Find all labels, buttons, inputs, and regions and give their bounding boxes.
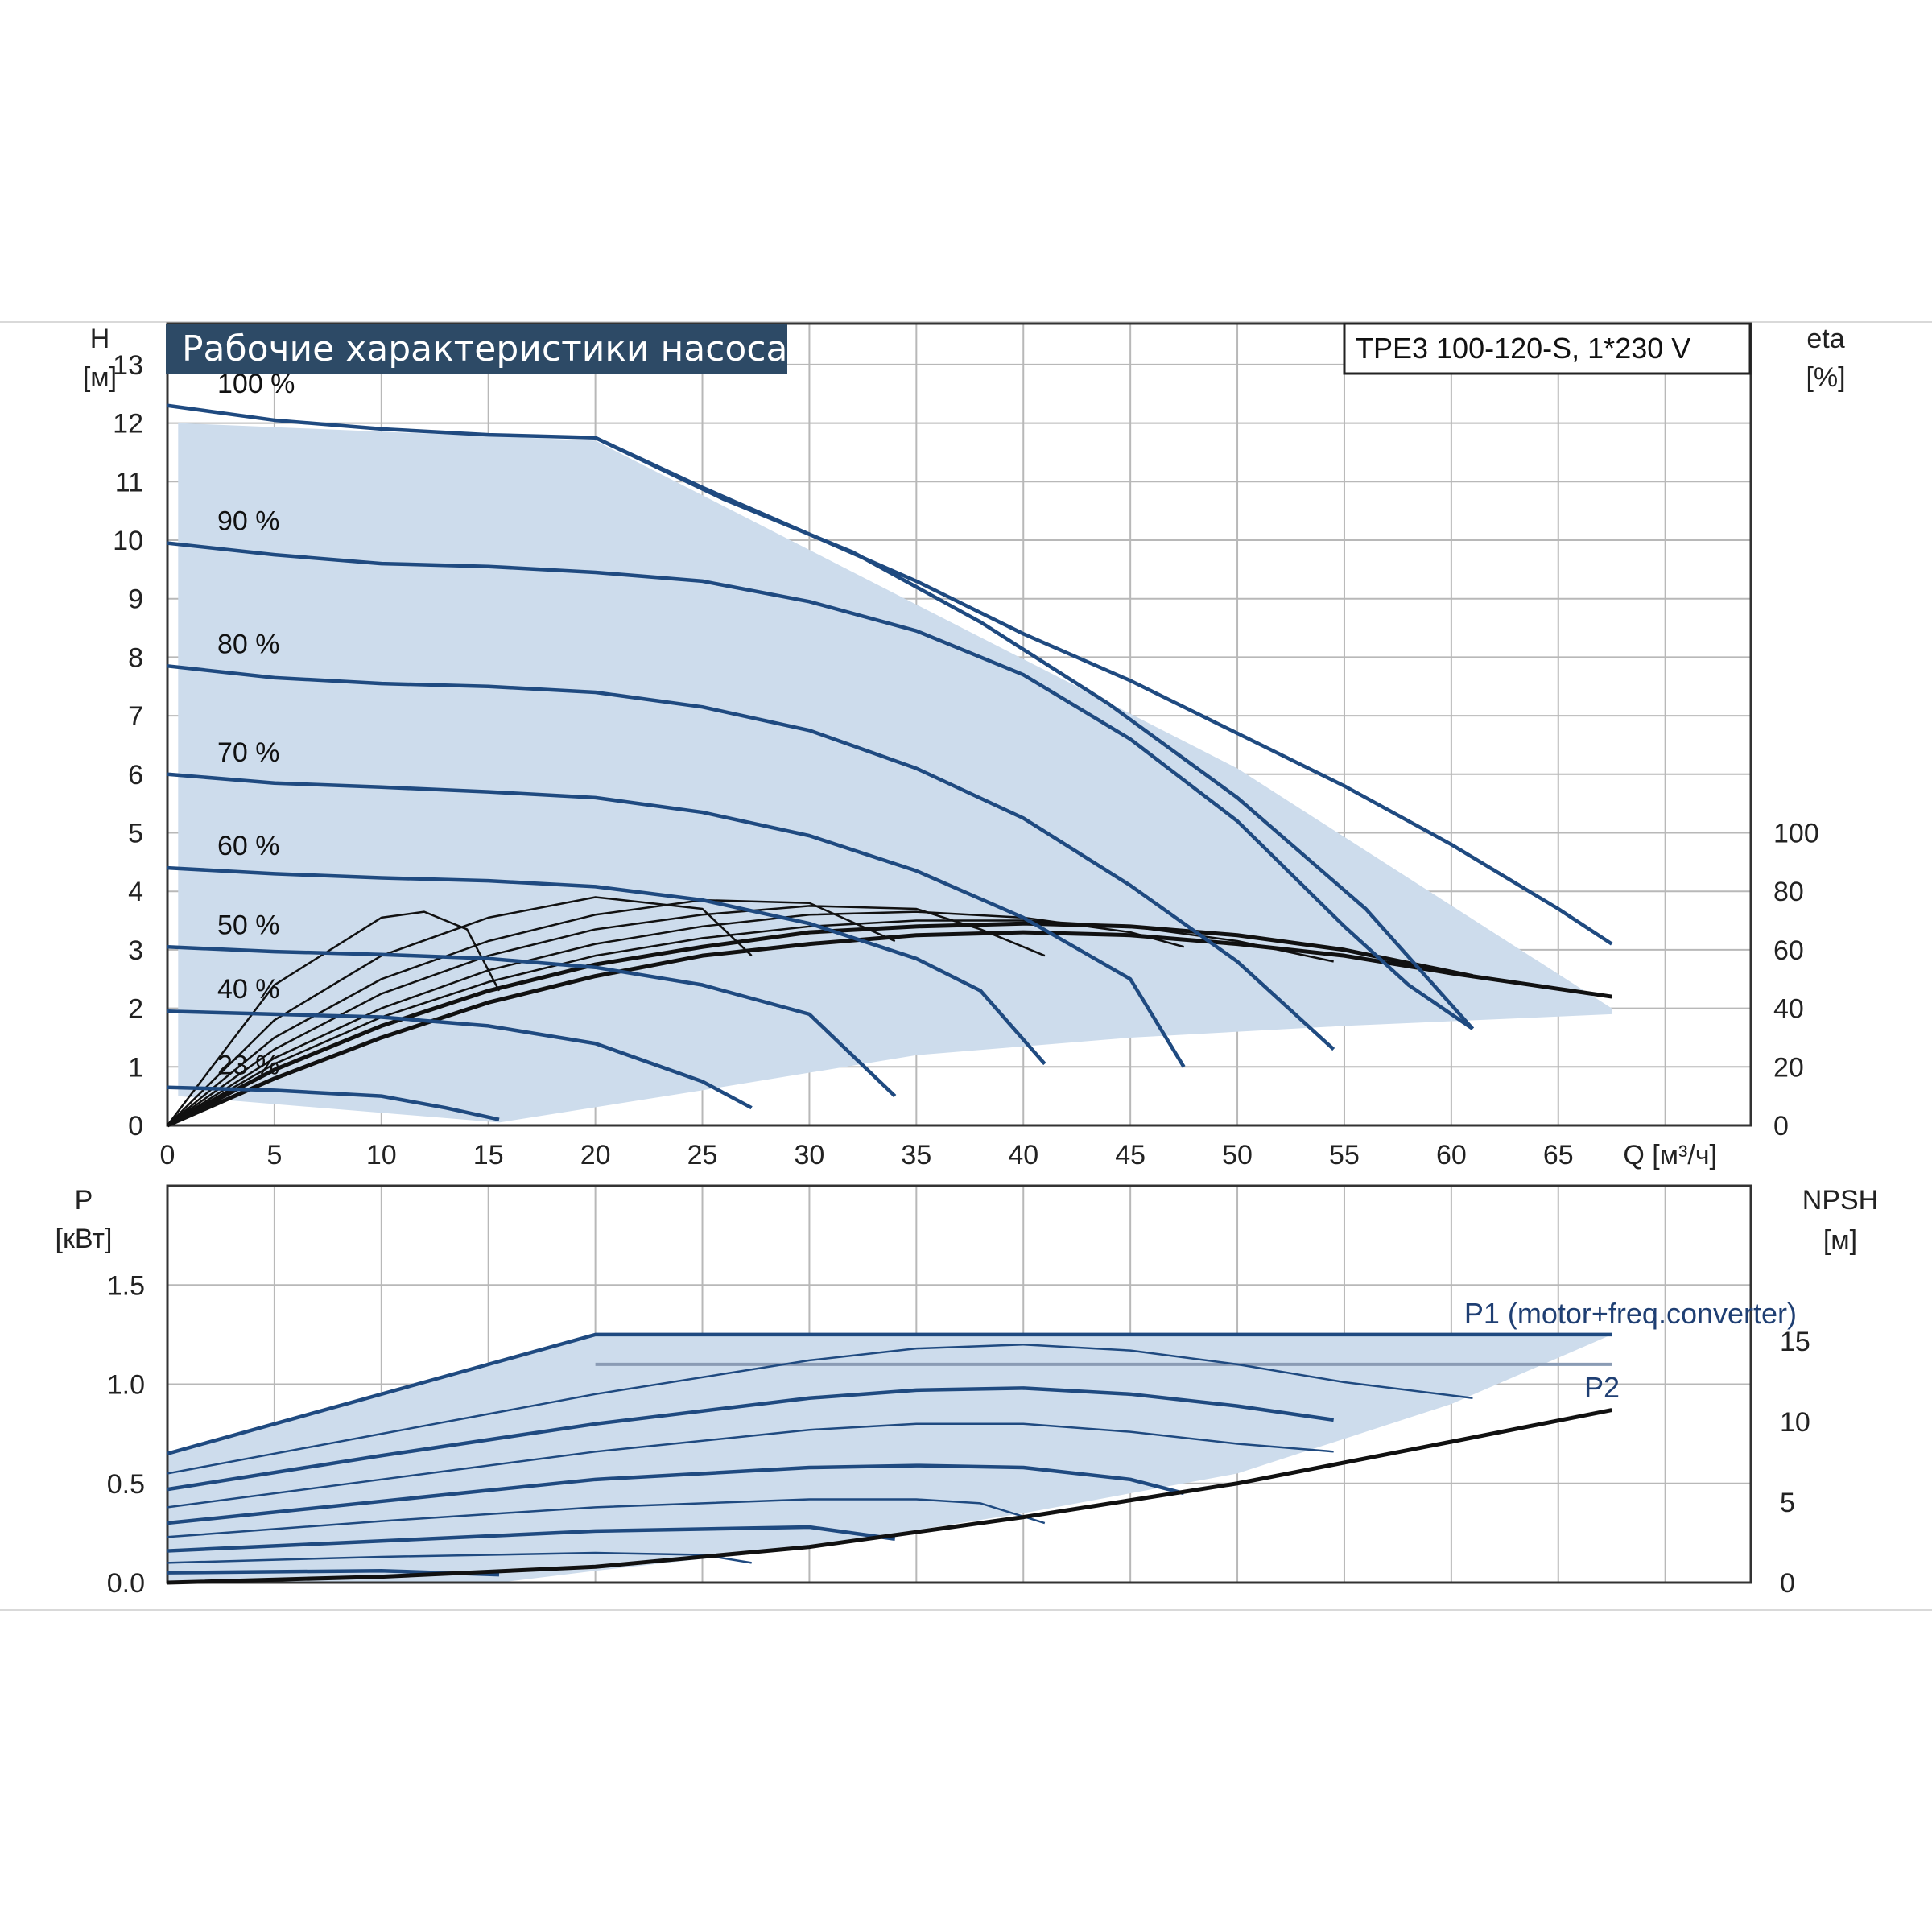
power-y-tick: 0.5 (107, 1469, 145, 1500)
head-y-tick: 13 (113, 350, 143, 381)
speed-label: 80 % (217, 629, 280, 659)
title-box (166, 324, 787, 374)
y-axis-unit: [м] (83, 362, 117, 393)
y2-axis-unit: [%] (1806, 362, 1845, 393)
head-y-tick: 7 (128, 701, 143, 732)
efficiency-curve (166, 921, 1473, 1128)
speed-curve (167, 865, 1046, 1066)
power-panel: P1 (motor+freq.converter) P2 0.0 0.5 1.0 1.5 0… (56, 1184, 1878, 1599)
efficiency-curve (167, 896, 753, 1126)
head-y-tick: 12 (113, 409, 143, 440)
y2-axis-label: eta (1806, 324, 1844, 354)
speed-curve (167, 664, 1335, 1051)
speed-label: 50 % (217, 910, 280, 940)
eta-tick: 40 (1773, 994, 1804, 1025)
speed-curve (594, 436, 1475, 1030)
npsh-tick: 0 (1780, 1568, 1795, 1599)
speed-curve (167, 1085, 500, 1121)
eta-tick: 20 (1773, 1052, 1804, 1083)
speed-curve (167, 541, 1474, 1030)
eta-tick: 80 (1773, 877, 1804, 907)
npsh-tick: 10 (1780, 1407, 1810, 1438)
speed-label: 23 % (217, 1051, 280, 1081)
speed-label: 60 % (217, 831, 280, 861)
head-y-tick: 3 (128, 935, 143, 966)
head-x-tick: 20 (580, 1140, 611, 1170)
power-frame (166, 1184, 1752, 1584)
speed-label: 90 % (217, 506, 280, 537)
p-axis-label: P (75, 1185, 93, 1216)
head-x-tick: 65 (1543, 1140, 1574, 1170)
head-x-tick: 15 (473, 1140, 504, 1170)
power-curve (167, 1343, 1473, 1475)
head-x-tick: 30 (795, 1140, 825, 1170)
head-x-tick: 35 (901, 1140, 931, 1170)
eta-tick: 60 (1773, 935, 1804, 966)
head-x-tick: 60 (1436, 1140, 1467, 1170)
p-axis-unit: [кВт] (56, 1224, 113, 1254)
efficiency-curve (167, 905, 1046, 1127)
p1-label: P1 (motor+freq.converter) (1464, 1297, 1797, 1330)
power-y-tick: 1.5 (107, 1270, 145, 1301)
power-curve (167, 1422, 1334, 1509)
head-y-tick: 1 (128, 1052, 143, 1083)
head-x-tick: 0 (160, 1140, 175, 1170)
npsh-curve (167, 1408, 1612, 1585)
power-y-tick: 1.0 (107, 1370, 145, 1401)
p2-label: P2 (1584, 1371, 1620, 1404)
head-y-tick: 0 (128, 1111, 143, 1141)
head-y-tick: 4 (128, 877, 143, 907)
speed-label: 70 % (217, 737, 280, 768)
speed-label: 100 % (217, 369, 295, 399)
npsh-tick: 15 (1780, 1327, 1810, 1357)
head-x-tick: 5 (266, 1140, 282, 1170)
head-x-tick: 40 (1008, 1140, 1038, 1170)
chart-title: Рабочие характеристики насоса (182, 328, 787, 369)
x-axis-label: Q [м³/ч] (1623, 1140, 1717, 1170)
efficiency-curve (167, 898, 896, 1126)
head-x-tick: 25 (687, 1140, 718, 1170)
head-y-tick: 8 (128, 642, 143, 673)
power-operating-area (167, 1334, 1612, 1583)
model-label: TPE3 100-120-S, 1*230 V (1356, 332, 1690, 365)
eta-tick: 100 (1773, 818, 1819, 848)
head-y-tick: 6 (128, 760, 143, 791)
npsh-tick: 5 (1780, 1488, 1795, 1518)
eta-tick: 0 (1773, 1111, 1789, 1141)
efficiency-curve (167, 910, 501, 1126)
head-y-tick: 11 (115, 467, 143, 497)
power-y-tick: 0.0 (107, 1568, 145, 1599)
power-curve (167, 1551, 752, 1564)
power-curve (167, 1386, 1334, 1492)
head-x-tick: 50 (1222, 1140, 1253, 1170)
npsh-axis-label: NPSH (1802, 1185, 1878, 1216)
head-y-tick: 5 (128, 818, 143, 848)
head-y-tick: 10 (113, 526, 143, 556)
power-curve (167, 1525, 896, 1553)
head-panel: 100 %90 %80 %70 %60 %50 %40 %23 %0 5 10 15 2… (83, 322, 1846, 1170)
model-box (1343, 322, 1752, 375)
head-x-tick: 45 (1115, 1140, 1146, 1170)
speed-curve (167, 945, 897, 1098)
head-y-tick: 9 (128, 584, 143, 615)
speed-curve (167, 1009, 753, 1110)
power-curve (167, 1463, 1185, 1525)
npsh-axis-unit: [м] (1823, 1225, 1857, 1256)
head-y-tick: 2 (128, 994, 143, 1025)
speed-curve (167, 772, 1186, 1068)
y-axis-label: H (90, 324, 110, 354)
power-curve (167, 1332, 1612, 1455)
head-x-tick: 10 (366, 1140, 397, 1170)
head-frame (166, 322, 1752, 1127)
speed-curve (167, 403, 1613, 946)
speed-label: 40 % (217, 974, 280, 1005)
head-x-tick: 55 (1329, 1140, 1360, 1170)
power-curve (167, 1498, 1046, 1538)
